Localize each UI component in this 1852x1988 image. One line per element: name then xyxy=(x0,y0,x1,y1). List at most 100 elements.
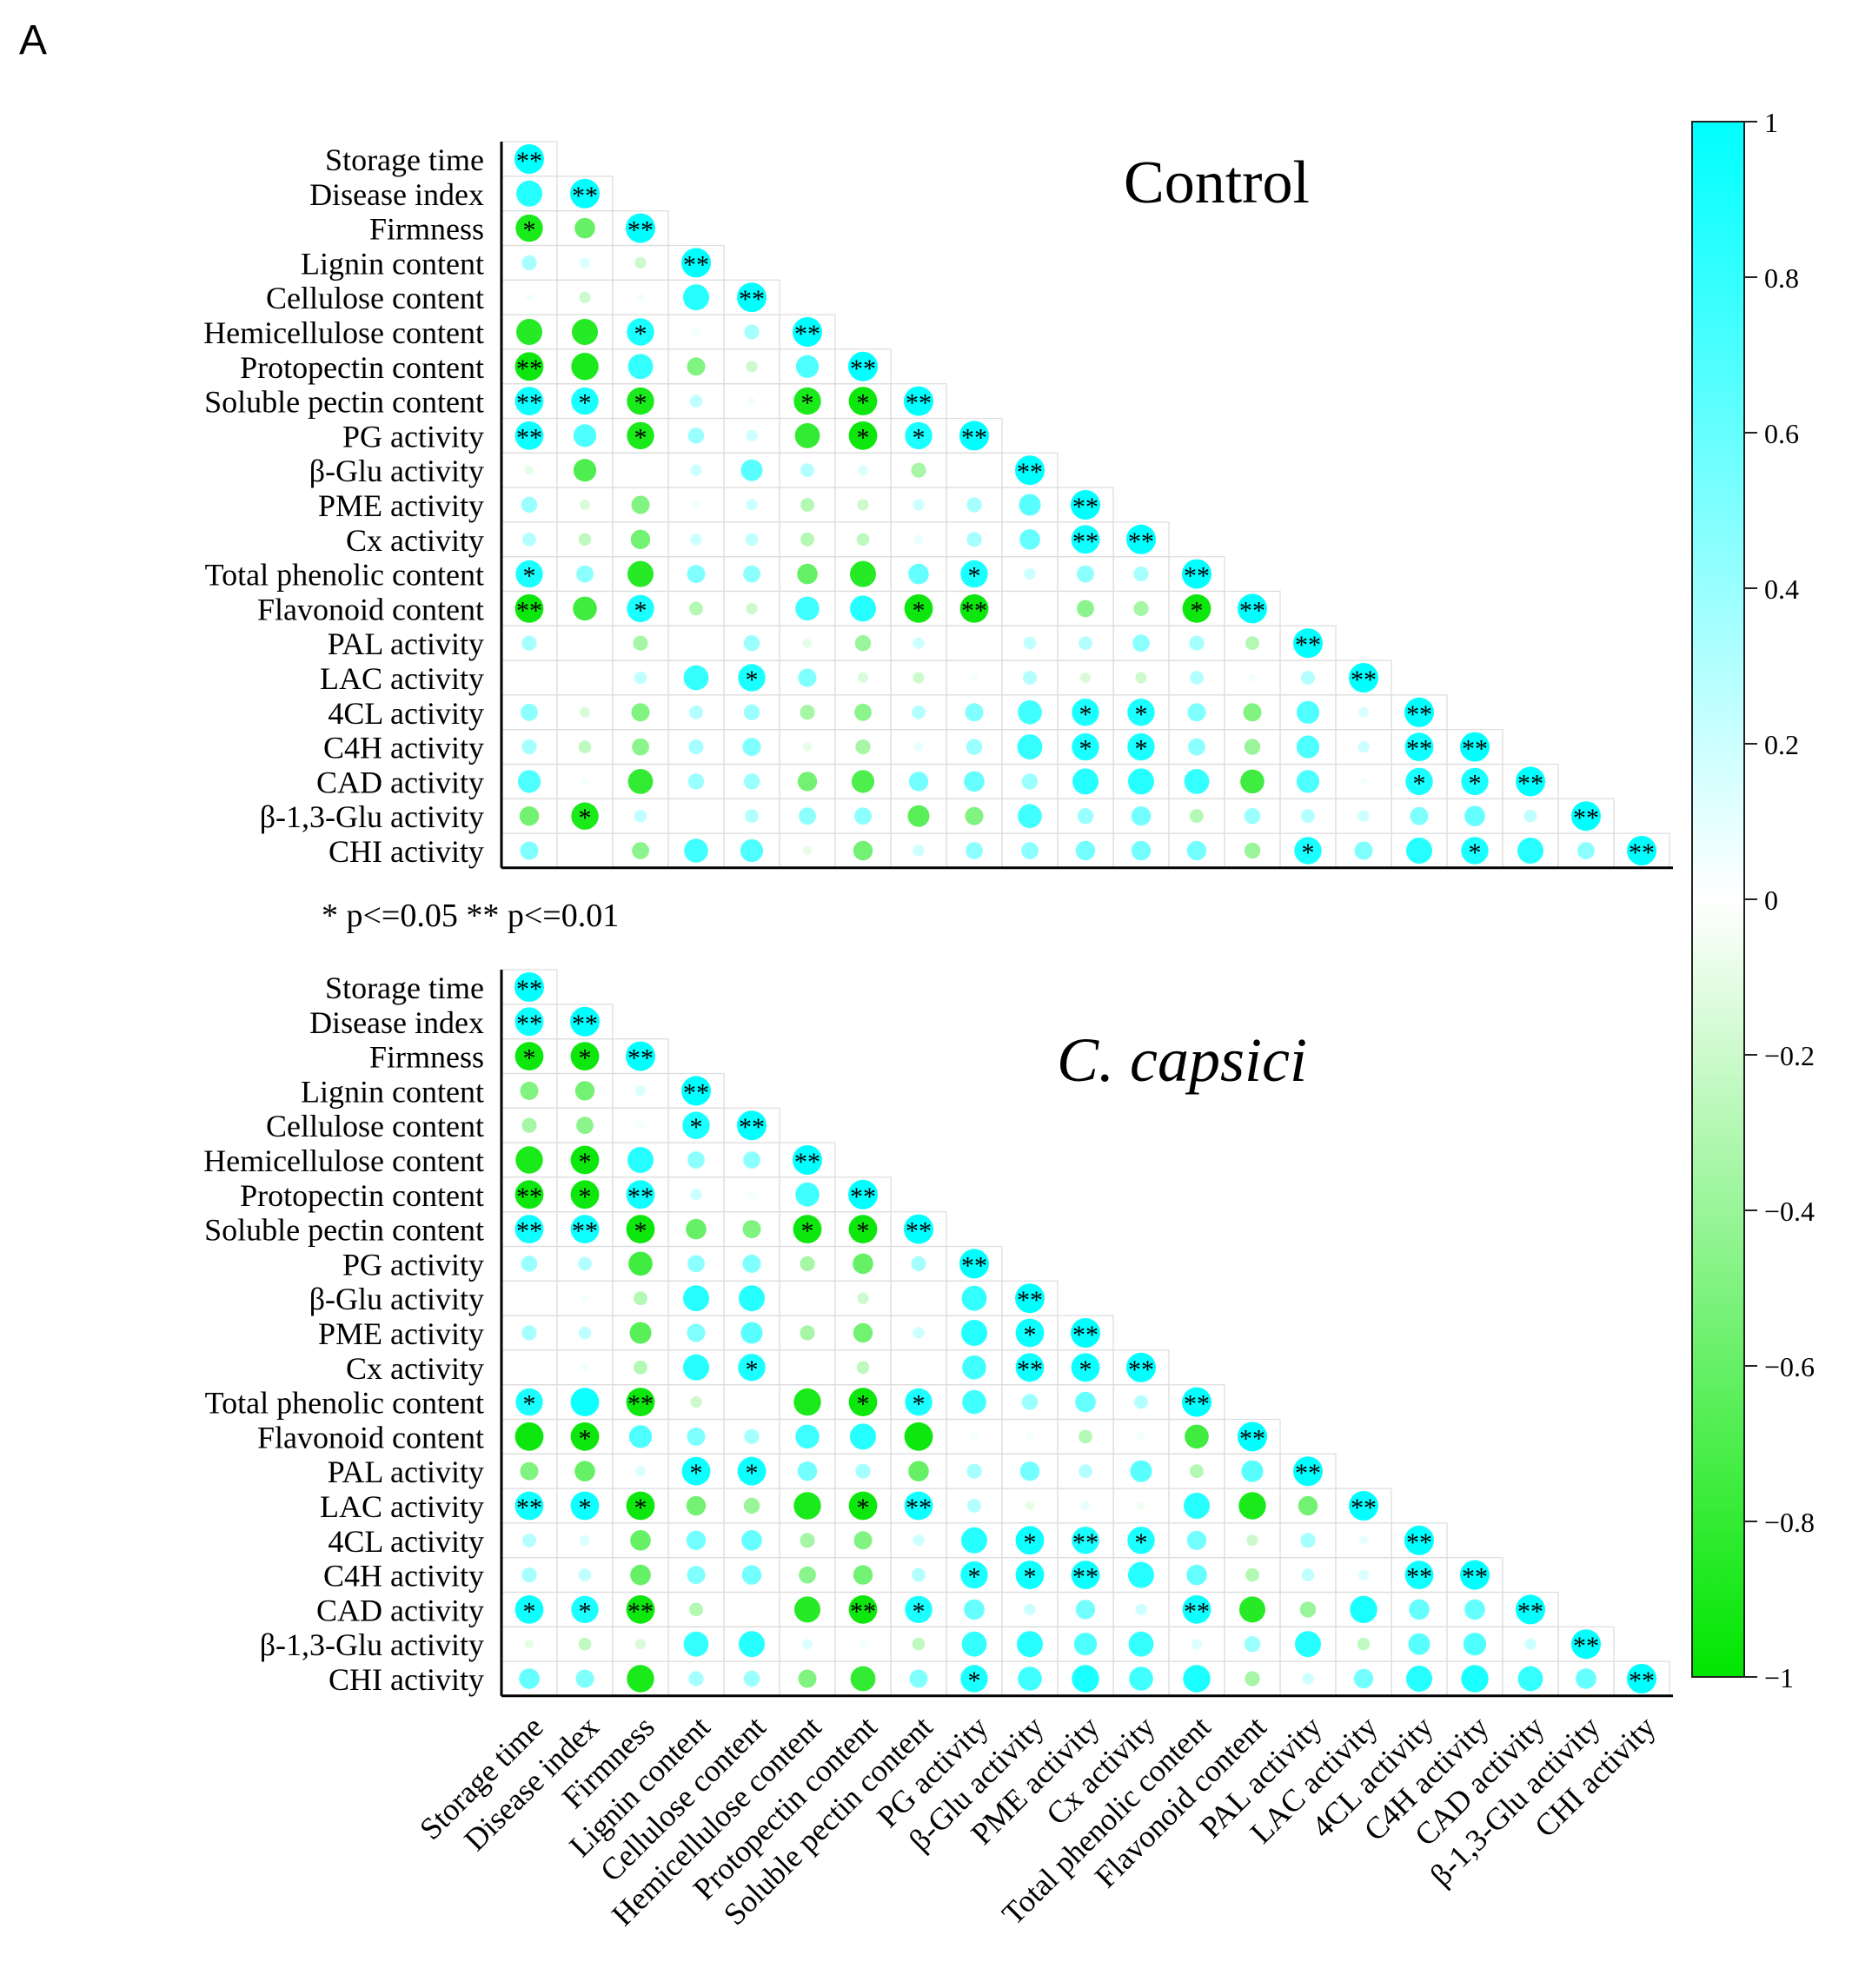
corr-circle xyxy=(1296,700,1320,724)
corr-circle xyxy=(1015,1526,1045,1555)
corr-circle xyxy=(913,637,925,649)
corr-circle xyxy=(905,1388,933,1416)
corr-circle xyxy=(905,1595,933,1624)
corr-circle xyxy=(738,664,766,692)
corr-circle xyxy=(915,1363,922,1371)
corr-circle xyxy=(690,1189,702,1201)
significance-mark: ** xyxy=(1295,631,1321,659)
corr-circle xyxy=(570,1491,600,1521)
corr-circle xyxy=(579,291,591,303)
corr-circle xyxy=(580,500,590,510)
corr-circle xyxy=(1079,1429,1092,1444)
colorbar-tick-label: 0.2 xyxy=(1764,729,1799,760)
significance-mark: * xyxy=(579,1424,592,1453)
corr-circle xyxy=(1244,1636,1261,1653)
corr-circle xyxy=(799,1566,816,1584)
significance-mark: * xyxy=(579,1148,592,1176)
colorbar-tick-label: −0.8 xyxy=(1764,1507,1815,1538)
significance-mark: * xyxy=(523,216,536,245)
corr-circle xyxy=(687,357,706,376)
corr-circle xyxy=(1461,1665,1489,1693)
corr-circle xyxy=(851,770,875,793)
corr-circle xyxy=(1523,809,1537,823)
corr-circle xyxy=(748,1398,755,1406)
corr-circle xyxy=(961,1320,987,1346)
corr-circle xyxy=(627,769,654,794)
corr-circle xyxy=(1296,735,1320,759)
corr-circle xyxy=(966,739,983,755)
diag-circle xyxy=(1238,593,1267,624)
diag-circle xyxy=(1404,1525,1434,1555)
corr-circle xyxy=(574,217,595,239)
corr-circle xyxy=(1079,1464,1092,1479)
corr-circle xyxy=(904,1491,933,1521)
corr-circle xyxy=(1577,842,1595,859)
significance-mark: * xyxy=(857,1494,870,1522)
corr-circle xyxy=(850,595,876,622)
corr-circle xyxy=(848,387,878,415)
row-label: PG activity xyxy=(342,419,484,454)
corr-circle xyxy=(574,1461,595,1481)
significance-mark: * xyxy=(913,1597,926,1626)
corr-circle xyxy=(1464,1599,1485,1620)
corr-circle xyxy=(526,1363,533,1371)
corr-circle xyxy=(794,423,820,448)
corr-circle xyxy=(689,601,703,616)
corr-circle xyxy=(857,1292,869,1304)
corr-circle xyxy=(1017,1631,1043,1658)
corr-circle xyxy=(580,257,590,268)
corr-circle xyxy=(913,742,924,752)
significance-mark: * xyxy=(857,389,870,418)
corr-circle xyxy=(1071,525,1100,554)
corr-circle xyxy=(794,1596,820,1623)
significance-mark: * xyxy=(857,1217,870,1246)
corr-circle xyxy=(515,214,543,242)
significance-mark: * xyxy=(690,1459,703,1488)
corr-circle xyxy=(738,1354,766,1382)
row-label: PME activity xyxy=(318,1316,484,1351)
corr-circle xyxy=(1296,770,1320,793)
diag-circle xyxy=(1571,801,1601,832)
corr-circle xyxy=(1128,1561,1154,1588)
corr-circle xyxy=(570,1145,600,1175)
corr-circle xyxy=(1405,767,1433,796)
row-label: PAL activity xyxy=(328,1455,484,1489)
corr-circle xyxy=(692,328,700,336)
significance-mark: ** xyxy=(850,355,876,383)
corr-circle xyxy=(635,1466,646,1477)
corr-circle xyxy=(578,1326,592,1340)
corr-circle xyxy=(848,1215,878,1243)
significance-mark: * xyxy=(1135,700,1148,729)
row-label: Total phenolic content xyxy=(205,558,484,593)
corr-circle xyxy=(1410,806,1429,825)
diag-circle xyxy=(1460,1560,1490,1590)
row-label: Disease index xyxy=(309,1005,484,1040)
diag-circle xyxy=(848,1179,878,1209)
significance-mark: * xyxy=(579,1494,592,1522)
diag-circle xyxy=(514,144,544,174)
corr-circle xyxy=(692,500,700,509)
significance-mark: ** xyxy=(516,1217,542,1246)
corr-circle xyxy=(1077,600,1094,618)
corr-circle xyxy=(1244,808,1261,825)
corr-circle xyxy=(578,1637,592,1651)
significance-mark: ** xyxy=(572,1217,598,1246)
significance-mark: ** xyxy=(627,1390,654,1419)
corr-circle xyxy=(1183,1665,1211,1693)
corr-circle xyxy=(1243,703,1262,722)
significance-mark: * xyxy=(690,1113,703,1142)
diag-circle xyxy=(1071,490,1100,520)
significance-mark: ** xyxy=(516,975,542,1004)
significance-mark: * xyxy=(1079,700,1092,729)
significance-mark: * xyxy=(746,1459,759,1488)
colorbar-tick-label: −0.4 xyxy=(1764,1196,1815,1227)
corr-circle xyxy=(690,1396,702,1408)
significance-mark: ** xyxy=(1351,666,1377,694)
corr-circle xyxy=(521,703,538,721)
significance-mark: ** xyxy=(516,1010,542,1038)
corr-circle xyxy=(967,1499,981,1513)
corr-circle xyxy=(571,1595,599,1624)
corr-circle xyxy=(516,319,542,345)
corr-circle xyxy=(1294,837,1322,865)
corr-circle xyxy=(1185,1424,1209,1449)
